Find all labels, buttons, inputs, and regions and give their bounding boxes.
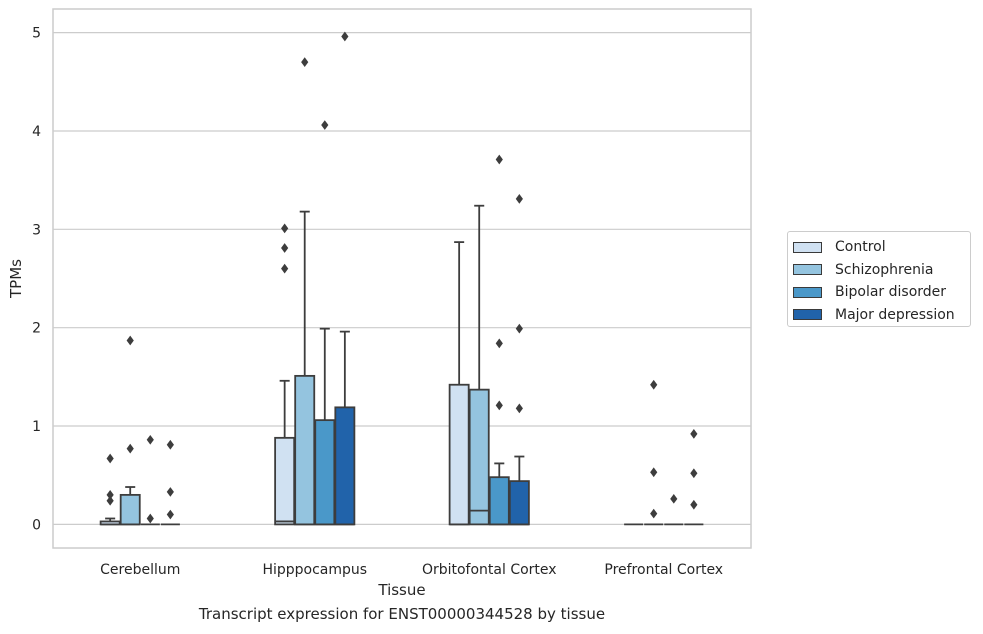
box-body — [274, 436, 296, 526]
series-bipolar-disorder — [140, 120, 684, 526]
outlier-point — [106, 495, 114, 506]
box — [314, 120, 336, 526]
series-major-depression — [160, 31, 704, 526]
outlier-point — [126, 443, 134, 454]
outlier-point — [670, 493, 678, 504]
outlier-point — [690, 499, 698, 510]
box — [140, 434, 160, 526]
box — [644, 379, 664, 526]
outlier-point — [495, 400, 503, 411]
x-tick-label: Cerebellum — [100, 562, 180, 578]
legend-swatch — [793, 241, 822, 253]
y-tick-label: 2 — [32, 321, 41, 337]
outlier-point — [281, 223, 289, 234]
gridlines — [53, 32, 751, 525]
outlier-point — [166, 487, 174, 497]
outlier-point — [650, 467, 658, 478]
legend-label: Major depression — [835, 306, 955, 323]
outlier-point — [301, 57, 309, 67]
outlier-point — [146, 513, 154, 524]
legend-label: Schizophrenia — [835, 261, 934, 278]
legend-label: Bipolar disorder — [835, 284, 947, 301]
y-tick-label: 5 — [32, 26, 41, 42]
outlier-point — [495, 338, 503, 349]
outlier-point — [495, 154, 503, 165]
box — [119, 335, 141, 526]
x-axis-label: Tissue — [377, 581, 425, 599]
box — [684, 429, 704, 526]
box-body — [468, 388, 490, 526]
legend-swatch — [793, 286, 822, 298]
x-tick-labels: Cerebellum Hipppocampus Orbitofontal Corte… — [100, 562, 723, 578]
legend: Control Schizophrenia Bipolar disorder Majo… — [787, 231, 971, 327]
box-body — [334, 406, 356, 526]
x-tick-label: Prefrontal Cortex — [604, 562, 723, 578]
outlier-point — [166, 439, 174, 450]
outlier-point — [126, 335, 134, 346]
legend-item: Bipolar disorder — [793, 281, 970, 304]
box — [448, 241, 470, 526]
box-body — [488, 476, 510, 526]
legend-swatch — [793, 309, 822, 321]
y-tick-label: 1 — [32, 419, 41, 435]
box — [334, 31, 356, 526]
series-control — [99, 223, 644, 526]
legend-swatch — [793, 264, 822, 276]
box — [508, 193, 530, 526]
outlier-point — [106, 453, 114, 464]
box — [294, 57, 316, 526]
y-tick-labels: 0 1 2 3 4 5 — [32, 26, 41, 534]
outlier-point — [281, 263, 289, 274]
plot-frame — [52, 8, 752, 549]
outlier-point — [690, 429, 698, 439]
legend-label: Control — [835, 239, 886, 256]
box — [160, 439, 180, 526]
box-body — [314, 419, 336, 526]
series-schizophrenia — [119, 57, 664, 526]
box-body — [508, 480, 530, 526]
box-series — [99, 31, 704, 526]
outlier-point — [515, 403, 523, 414]
outlier-point — [166, 509, 174, 520]
box-body — [119, 493, 141, 526]
legend-item: Control — [793, 236, 970, 259]
outlier-point — [341, 31, 349, 42]
outlier-point — [321, 120, 329, 130]
y-tick-label: 0 — [32, 517, 41, 533]
outlier-point — [106, 490, 114, 500]
x-tick-label: Hipppocampus — [262, 562, 367, 578]
box — [274, 223, 296, 526]
outlier-point — [690, 468, 698, 479]
y-tick-label: 3 — [32, 222, 41, 238]
outlier-point — [515, 193, 523, 204]
outlier-point — [515, 323, 523, 334]
box — [664, 493, 684, 526]
outlier-point — [650, 379, 658, 390]
outlier-point — [650, 508, 658, 519]
outlier-point — [281, 243, 289, 253]
box-body — [448, 383, 470, 526]
legend-item: Major depression — [793, 304, 970, 327]
chart-caption: Transcript expression for ENST0000034452… — [198, 605, 606, 623]
box — [488, 154, 510, 526]
y-tick-label: 4 — [32, 124, 41, 140]
x-tick-label: Orbitofontal Cortex — [422, 562, 557, 578]
box — [468, 204, 490, 526]
y-axis-label: TPMs — [7, 259, 25, 299]
box-body — [294, 374, 316, 526]
outlier-point — [146, 434, 154, 445]
box — [99, 453, 121, 526]
legend-item: Schizophrenia — [793, 259, 970, 282]
